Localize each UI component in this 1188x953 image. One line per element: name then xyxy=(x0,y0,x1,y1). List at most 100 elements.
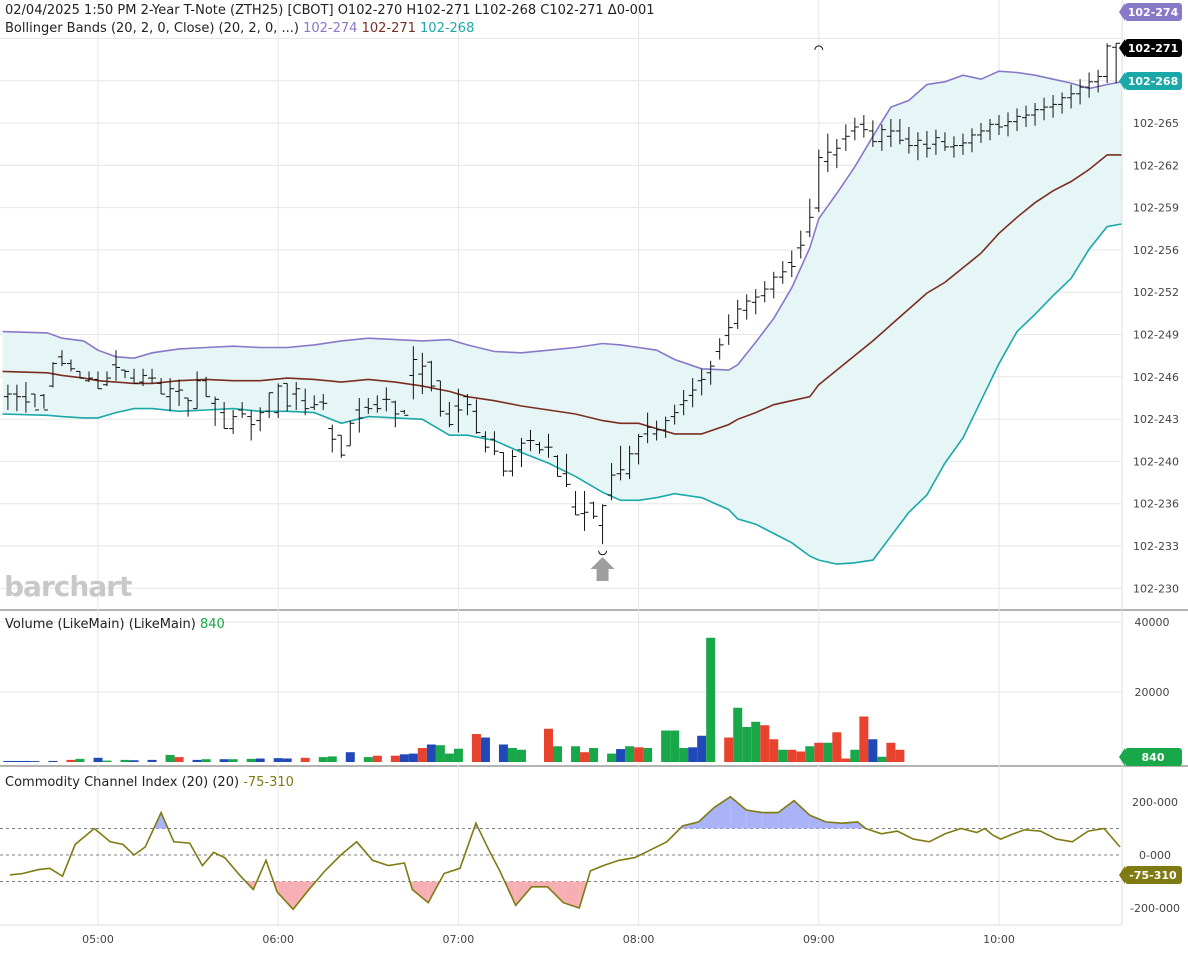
barchart-watermark: barchart xyxy=(4,570,132,603)
ohlc-bar xyxy=(346,420,355,447)
volume-bar xyxy=(832,732,842,762)
bb-mid-value: 102-271 xyxy=(361,21,416,36)
ohlc-bar xyxy=(778,261,787,284)
volume-bar xyxy=(174,757,184,762)
volume-bar xyxy=(444,753,454,762)
cci-line xyxy=(9,795,1121,911)
volume-bar xyxy=(778,749,788,762)
badge-bb-mid-text: 102-271 xyxy=(1128,42,1179,55)
volume-bar xyxy=(75,758,85,762)
header-datetime: 02/04/2025 1:50 PM xyxy=(5,3,137,18)
ohlc-bar xyxy=(760,281,769,303)
ohlc-bar xyxy=(436,380,445,417)
volume-bar xyxy=(742,727,752,762)
time-tick-label: 08:00 xyxy=(623,933,655,946)
ohlc-bar xyxy=(202,376,211,398)
ohlc-bar xyxy=(571,491,580,516)
ohlc-bar xyxy=(652,420,661,441)
ohlc-bar xyxy=(814,149,823,213)
cci-overbought-fill xyxy=(698,807,715,829)
volume-bar xyxy=(814,742,824,762)
header-instrument[interactable]: 2-Year T-Note (ZTH25) [CBOT] xyxy=(140,3,334,18)
ohlc-bar xyxy=(274,383,283,418)
cci-header: Commodity Channel Index (20) (20) -75-31… xyxy=(5,775,294,790)
volume-bar xyxy=(733,707,743,762)
badge-bb-lower-pointer xyxy=(1119,72,1125,90)
cci-overbought-fill xyxy=(762,812,779,829)
ohlc-bar xyxy=(796,230,805,259)
ohlc-bar xyxy=(39,394,48,411)
volume-tick-label: 40000 xyxy=(1135,616,1170,629)
volume-bar xyxy=(850,749,860,762)
ohlc-bar xyxy=(3,384,12,410)
volume-bar xyxy=(553,746,563,762)
ohlc-bar xyxy=(805,198,814,238)
ohlc-bar xyxy=(409,346,418,400)
bb-label[interactable]: Bollinger Bands (20, 2, 0, Close) xyxy=(5,21,215,36)
ohlc-bar xyxy=(616,445,625,481)
volume-bar xyxy=(670,730,680,762)
cci-label[interactable]: Commodity Channel Index (20) xyxy=(5,775,209,790)
ohlc-bar xyxy=(193,371,202,410)
cci-oversold-fill xyxy=(277,881,294,910)
ohlc-bar xyxy=(715,338,724,360)
ohlc-bar xyxy=(337,434,346,458)
ohlc-bar xyxy=(103,371,112,387)
ohlc-bar xyxy=(976,123,985,143)
volume-bar xyxy=(120,759,130,762)
ohlc-bar xyxy=(1058,92,1067,114)
volume-bar xyxy=(895,749,905,762)
volume-bar xyxy=(507,748,517,762)
ohlc-bar xyxy=(301,388,310,416)
ohlc-bar xyxy=(94,371,102,390)
ohlc-bar xyxy=(283,382,292,412)
volume-bar xyxy=(435,745,445,762)
price-tick-label: 102-246 xyxy=(1133,371,1179,384)
ohlc-bar xyxy=(75,370,84,379)
ohlc-bar xyxy=(553,455,562,477)
ohlc-bar xyxy=(355,398,364,433)
volume-bar xyxy=(841,758,851,762)
price-tick-label: 102-252 xyxy=(1133,286,1179,299)
bb-lower-value: 102-268 xyxy=(420,21,475,36)
ohlc-bar xyxy=(769,271,778,299)
volume-header: Volume (LikeMain) (LikeMain) 840 xyxy=(5,617,225,632)
ohlc-bar xyxy=(751,289,760,315)
bb-params: (20, 2, 0, ...) xyxy=(218,21,299,36)
volume-bar xyxy=(580,752,590,762)
ohlc-bar xyxy=(697,368,706,396)
cci-params: (20) xyxy=(212,775,240,790)
volume-bar xyxy=(399,754,409,762)
price-tick-label: 102-256 xyxy=(1133,244,1179,257)
volume-bar xyxy=(607,753,617,762)
ohlc-bar xyxy=(21,382,30,413)
cci-tick-label: -200-000 xyxy=(1130,902,1180,915)
volume-bar xyxy=(345,752,355,762)
volume-bar xyxy=(688,747,698,762)
volume-bar xyxy=(408,753,418,762)
volume-label[interactable]: Volume (LikeMain) xyxy=(5,617,125,632)
time-tick-label: 06:00 xyxy=(262,933,294,946)
cci-overbought-fill xyxy=(746,809,763,829)
volume-bar xyxy=(327,756,337,762)
badge-volume-text: 840 xyxy=(1142,751,1165,764)
ohlc-bar xyxy=(454,388,463,433)
ohlc-bar xyxy=(1103,43,1112,84)
ohlc-bar xyxy=(148,368,157,384)
ohlc-bar xyxy=(1022,105,1031,127)
cci-overbought-fill xyxy=(809,815,826,829)
volume-bar xyxy=(201,759,211,762)
volume-bar xyxy=(471,734,481,762)
badge-cci-text: -75-310 xyxy=(1129,869,1177,882)
volume-bar xyxy=(255,758,265,762)
volume-bar xyxy=(480,737,490,762)
price-tick-label: 102-230 xyxy=(1133,582,1179,595)
ohlc-bar xyxy=(256,407,265,432)
ohlc-bar xyxy=(580,491,589,531)
ohlc-bar xyxy=(1094,69,1103,93)
ohlc-bar xyxy=(661,416,670,438)
price-header: 02/04/2025 1:50 PM 2-Year T-Note (ZTH25)… xyxy=(5,3,654,18)
ohlc-bar xyxy=(139,368,148,387)
